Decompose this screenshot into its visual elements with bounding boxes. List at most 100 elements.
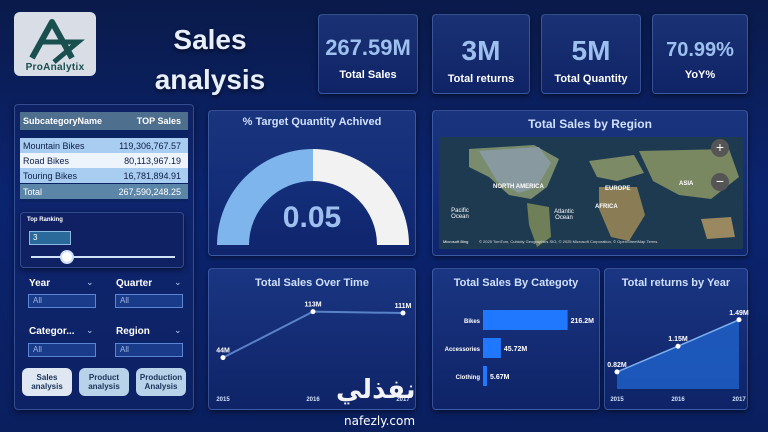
chevron-down-icon[interactable]: ⌄: [86, 325, 94, 335]
region-slicer-label: Region: [116, 326, 150, 337]
bar-chart: Bikes 216.2M Accessories 45.72M Clothing 5.67…: [445, 310, 595, 386]
area-point: [736, 317, 742, 323]
top-ranking-input[interactable]: 3: [29, 231, 71, 245]
column-header-subcategory[interactable]: SubcategoryName: [23, 116, 103, 126]
region-slicer[interactable]: All: [115, 343, 183, 357]
category-slicer[interactable]: All: [28, 343, 96, 357]
returns-area: [617, 319, 739, 389]
map-label: Atlantic Ocean: [554, 209, 574, 221]
top-ranking-slider-track[interactable]: [31, 256, 175, 258]
logo: ProAnalytix: [14, 12, 96, 76]
row-name: Road Bikes: [23, 155, 70, 166]
kpi-total-sales: 267.59M Total Sales: [318, 14, 418, 94]
chevron-down-icon[interactable]: ⌄: [86, 277, 94, 287]
table-header: SubcategoryName TOP Sales: [20, 112, 188, 130]
x-tick-label: 2017: [732, 397, 746, 403]
top-ranking-label: Top Ranking: [27, 217, 63, 223]
gauge-value: 0.05: [282, 201, 342, 234]
data-label: 111M: [395, 303, 412, 310]
zoom-in-button[interactable]: +: [711, 139, 729, 157]
kpi-label: Total returns: [447, 73, 515, 85]
area-chart: 0.82M 2015 1.15M 2016 1.49M 2017: [607, 310, 749, 403]
year-slicer[interactable]: All: [28, 294, 96, 308]
data-label: 1.15M: [668, 336, 688, 343]
kpi-value: 70.99%: [666, 39, 734, 61]
data-label: 1.49M: [729, 310, 749, 317]
gauge-chart: [217, 149, 409, 245]
kpi-label: YoY%: [684, 69, 716, 81]
data-label: 0.82M: [607, 362, 627, 369]
top-ranking-slider-thumb[interactable]: [60, 250, 74, 264]
row-value: 119,306,767.57: [119, 140, 181, 151]
x-tick-label: 2015: [610, 397, 624, 403]
line-chart: 44M 2015 113M 2016 111M 2017: [216, 302, 412, 403]
map-label: Pacific Ocean: [451, 208, 469, 220]
kpi-value: 3M: [461, 35, 501, 66]
chart-title: Total Sales By Categoty: [453, 277, 579, 289]
chart-title: Total returns by Year: [621, 277, 731, 289]
area-point: [614, 369, 620, 375]
sales-by-category-card: Total Sales By Categoty Bikes 216.2M Acces…: [432, 268, 600, 410]
row-name: Mountain Bikes: [23, 140, 85, 151]
map-label: AFRICA: [595, 204, 618, 210]
year-slicer-label: Year: [29, 278, 51, 289]
category-bar: [483, 366, 487, 386]
column-header-top-sales[interactable]: TOP Sales: [136, 116, 181, 126]
line-point: [310, 309, 316, 315]
quarter-slicer[interactable]: All: [115, 294, 183, 308]
data-label: 45.72M: [504, 346, 528, 353]
data-label: 216.2M: [571, 318, 595, 325]
sales-over-time-card: Total Sales Over Time 44M 2015 113M 2016 111…: [208, 268, 416, 410]
table-row[interactable]: Road Bikes 80,113,967.19: [20, 153, 188, 168]
chevron-down-icon[interactable]: ⌄: [174, 277, 182, 287]
sales-line: [222, 310, 404, 359]
x-tick-label: 2016: [671, 397, 685, 403]
map-title: Total Sales by Region: [528, 117, 652, 131]
map-brand: Microsoft Bing: [443, 239, 469, 244]
table-row[interactable]: Touring Bikes 16,781,894.91: [20, 168, 188, 183]
data-label: 44M: [216, 348, 230, 355]
category-label: Clothing: [456, 375, 481, 381]
returns-by-year-card: Total returns by Year 0.82M 2015 1.15M 2016…: [604, 268, 749, 410]
chevron-down-icon[interactable]: ⌄: [174, 325, 182, 335]
production-analysis-button[interactable]: Production Analysis: [136, 368, 186, 396]
row-value: 16,781,894.91: [123, 170, 181, 181]
map-label: NORTH AMERICA: [493, 184, 544, 190]
page-title: Sales analysis: [154, 24, 266, 95]
map-label: ASIA: [679, 181, 694, 187]
gauge-fill: [217, 149, 313, 245]
category-label: Bikes: [464, 319, 481, 325]
kpi-yoy: 70.99% YoY%: [652, 14, 748, 94]
row-value: 80,113,967.19: [124, 155, 181, 166]
x-tick-label: 2015: [216, 397, 230, 403]
table-row[interactable]: Mountain Bikes 119,306,767.57: [20, 138, 188, 153]
sales-analysis-button[interactable]: Sales analysis: [22, 368, 72, 396]
top-ranking-slicer: Top Ranking 3: [20, 212, 184, 268]
product-analysis-button[interactable]: Product analysis: [79, 368, 129, 396]
table-total-row: Total 267,590,248.25: [20, 184, 188, 199]
zoom-out-button[interactable]: −: [711, 173, 729, 191]
line-point: [220, 355, 226, 361]
data-label: 5.67M: [490, 374, 510, 381]
gauge-title: % Target Quantity Achived: [242, 116, 382, 128]
category-slicer-label: Categor...: [29, 326, 75, 337]
watermark-arabic: نفذلي: [336, 375, 416, 405]
gauge-card: % Target Quantity Achived 0.05: [208, 110, 416, 256]
x-tick-label: 2017: [396, 397, 410, 403]
map-label: EUROPE: [605, 186, 631, 192]
map-card: Total Sales by Region NORTH AMERICA EURO…: [432, 110, 748, 256]
world-map[interactable]: [439, 137, 743, 249]
kpi-label: Total Sales: [339, 69, 397, 81]
subcategory-table: SubcategoryName TOP Sales Mountain Bikes…: [20, 112, 188, 202]
data-label: 113M: [304, 302, 321, 309]
chart-title: Total Sales Over Time: [255, 277, 369, 289]
watermark-latin: nafezly.com: [344, 414, 416, 428]
line-point: [400, 310, 406, 316]
category-bar: [483, 338, 501, 358]
kpi-total-quantity: 5M Total Quantity: [541, 14, 641, 94]
category-label: Accessories: [445, 347, 481, 353]
row-name: Touring Bikes: [23, 170, 78, 181]
logo-text: ProAnalytix: [25, 62, 85, 73]
x-tick-label: 2016: [306, 397, 320, 403]
kpi-value: 5M: [571, 35, 611, 66]
